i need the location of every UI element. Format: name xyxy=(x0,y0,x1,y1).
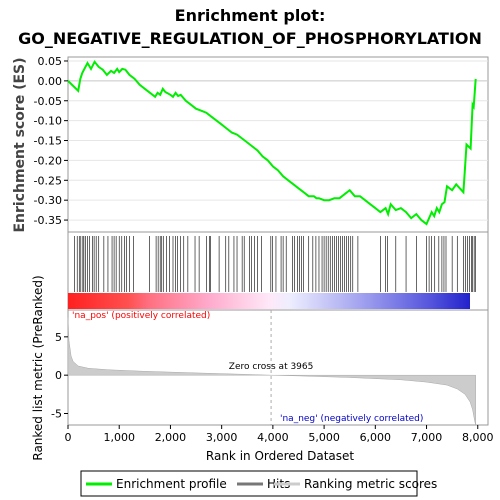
hit-lines xyxy=(74,236,477,292)
metric-y-tick-label: 0 xyxy=(55,369,62,382)
es-y-tick-label: -0.25 xyxy=(34,174,62,187)
legend: Enrichment profile Hits Ranking metric s… xyxy=(80,470,437,497)
x-tick-label: 0 xyxy=(65,431,72,444)
metric-panel-frame xyxy=(67,309,489,426)
zero-cross-label: Zero cross at 3965 xyxy=(229,362,314,372)
es-y-tick-label: -0.30 xyxy=(34,194,62,207)
metric-y-axis-title: Ranked list metric (PreRanked) xyxy=(31,275,45,460)
es-y-axis: 0.05 0.00 -0.05 -0.10 -0.15 -0.20 -0.25 -0.30 -0… xyxy=(34,55,68,227)
es-y-tick-label: 0.05 xyxy=(38,55,63,68)
es-panel: 0.05 0.00 -0.05 -0.10 -0.15 -0.20 -0.25 -0.30 -0… xyxy=(12,55,489,233)
x-tick-label: 6,000 xyxy=(360,431,392,444)
es-y-axis-title: Enrichment score (ES) xyxy=(12,57,28,232)
x-tick-label: 5,000 xyxy=(308,431,340,444)
es-y-tick-label: -0.10 xyxy=(34,115,62,128)
es-y-tick-label: 0.00 xyxy=(38,75,63,88)
x-tick-label: 3,000 xyxy=(206,431,238,444)
metric-y-tick-label: 5 xyxy=(55,331,62,344)
enrichment-profile-line xyxy=(67,59,477,226)
es-y-tick-label: -0.20 xyxy=(34,154,62,167)
es-y-tick-label: -0.05 xyxy=(34,95,62,108)
x-axis: 0 1,000 2,000 3,000 4,000 5,000 6,000 7,000 8,00… xyxy=(65,425,494,444)
x-tick-label: 2,000 xyxy=(155,431,187,444)
hits-panel xyxy=(67,231,489,311)
es-y-tick-label: -0.35 xyxy=(34,214,62,227)
metric-y-axis: 5 0 -5 xyxy=(51,331,68,421)
metric-y-tick-label: -5 xyxy=(51,408,62,421)
negative-correlation-label: 'na_neg' (negatively correlated) xyxy=(280,414,423,424)
metric-panel: 50-5 Zero cross at 3965 'na_pos' (positi… xyxy=(31,275,489,461)
legend-metric-label: Ranking metric scores xyxy=(304,477,437,491)
es-y-tick-label: -0.15 xyxy=(34,135,62,148)
correlation-color-bar xyxy=(68,293,470,309)
x-tick-label: 1,000 xyxy=(103,431,135,444)
x-tick-label: 7,000 xyxy=(411,431,443,444)
chart-title-line1: Enrichment plot: xyxy=(175,6,326,25)
chart-title-line2: GO_NEGATIVE_REGULATION_OF_PHOSPHORYLATIO… xyxy=(18,29,482,48)
legend-enrichment-label: Enrichment profile xyxy=(116,477,227,491)
x-axis-title: Rank in Ordered Dataset xyxy=(206,449,354,463)
ranking-metric-area xyxy=(67,317,476,426)
es-panel-frame xyxy=(67,56,489,233)
es-gridlines xyxy=(68,60,488,221)
x-tick-label: 8,000 xyxy=(462,431,494,444)
positive-correlation-label: 'na_pos' (positively correlated) xyxy=(72,311,210,321)
x-tick-label: 4,000 xyxy=(257,431,289,444)
